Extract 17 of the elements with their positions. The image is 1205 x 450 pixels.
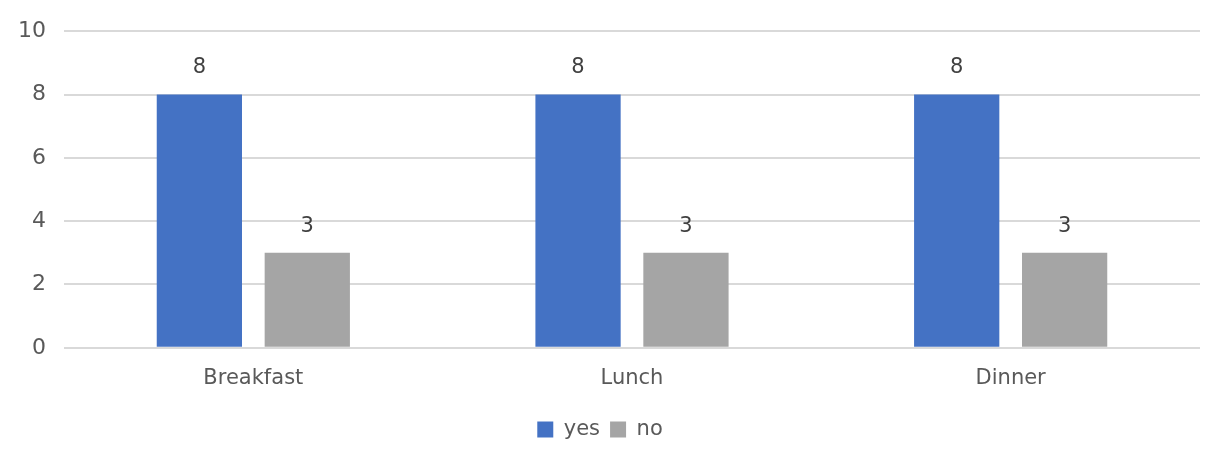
- data-label: 3: [679, 212, 693, 237]
- legend-label: no: [636, 415, 663, 440]
- data-label: 3: [1057, 212, 1072, 237]
- legend-label: yes: [563, 415, 601, 440]
- data-label: 8: [192, 54, 207, 79]
- x-tick-label: Lunch: [600, 364, 664, 389]
- y-tick-label: 2: [31, 270, 46, 296]
- x-tick-label: Dinner: [975, 364, 1047, 389]
- y-tick-label: 4: [31, 206, 46, 232]
- y-tick-label: 6: [31, 143, 46, 169]
- y-tick-label: 10: [17, 16, 46, 42]
- data-label: 8: [571, 54, 585, 79]
- data-label: 3: [300, 212, 314, 237]
- y-tick-label: 0: [31, 333, 46, 359]
- x-tick-label: Breakfast: [203, 364, 304, 389]
- data-label: 8: [950, 54, 964, 79]
- y-tick-label: 8: [31, 80, 46, 106]
